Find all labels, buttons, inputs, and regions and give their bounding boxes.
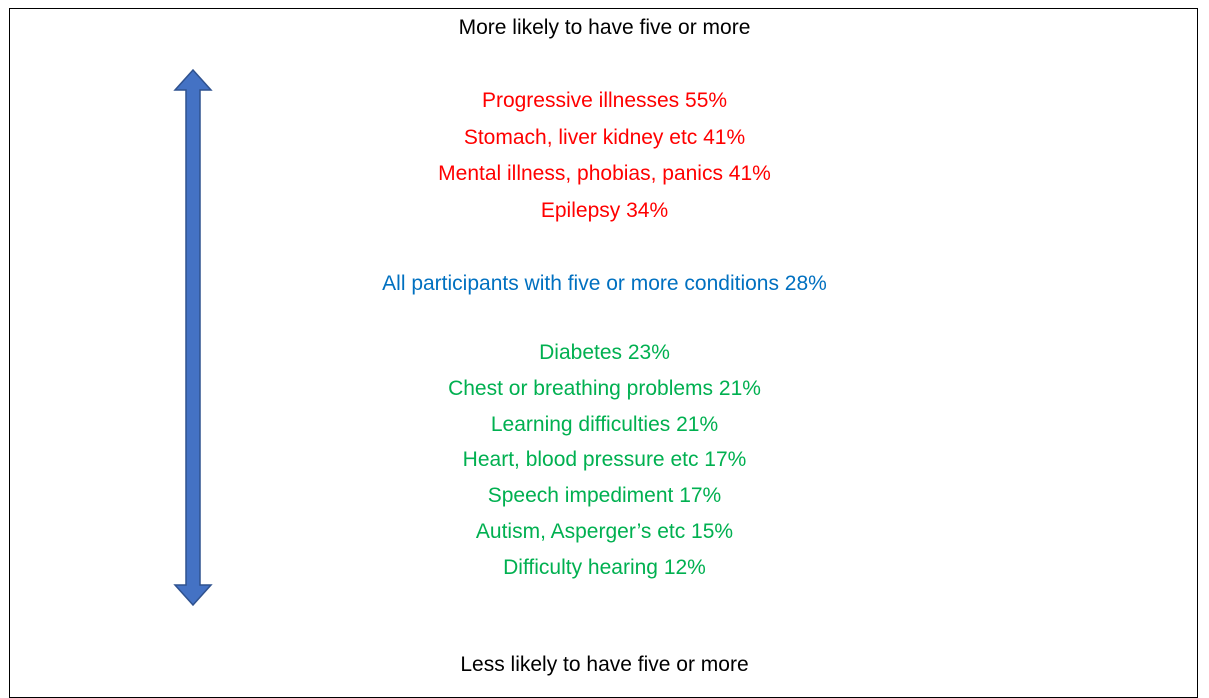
page: {"top_label": "More likely to have five … bbox=[9, 8, 1198, 698]
arrow-layer bbox=[173, 68, 213, 607]
lower-item: Chest or breathing problems 21% bbox=[448, 376, 761, 400]
lower-item: Learning difficulties 21% bbox=[490, 412, 719, 436]
higher-item: Progressive illnesses 55% bbox=[481, 89, 728, 112]
double-arrow bbox=[173, 68, 213, 607]
higher-item: Mental illness, phobias, panics 41% bbox=[438, 162, 771, 185]
lower-item: Heart, blood pressure etc 17% bbox=[462, 448, 747, 472]
lower-item: Difficulty hearing 12% bbox=[503, 555, 706, 579]
baseline-item: All participants with five or more condi… bbox=[382, 272, 827, 295]
lower-item: Autism, Asperger’s etc 15% bbox=[475, 520, 734, 543]
lower-item: Speech impediment 17% bbox=[487, 484, 722, 508]
bottom-label: Less likely to have five or more bbox=[460, 653, 749, 676]
higher-item: Epilepsy 34% bbox=[540, 198, 669, 222]
lower-item: Diabetes 23% bbox=[539, 341, 670, 364]
higher-item: Stomach, liver kidney etc 41% bbox=[463, 125, 746, 149]
top-label: More likely to have five or more bbox=[458, 16, 751, 39]
